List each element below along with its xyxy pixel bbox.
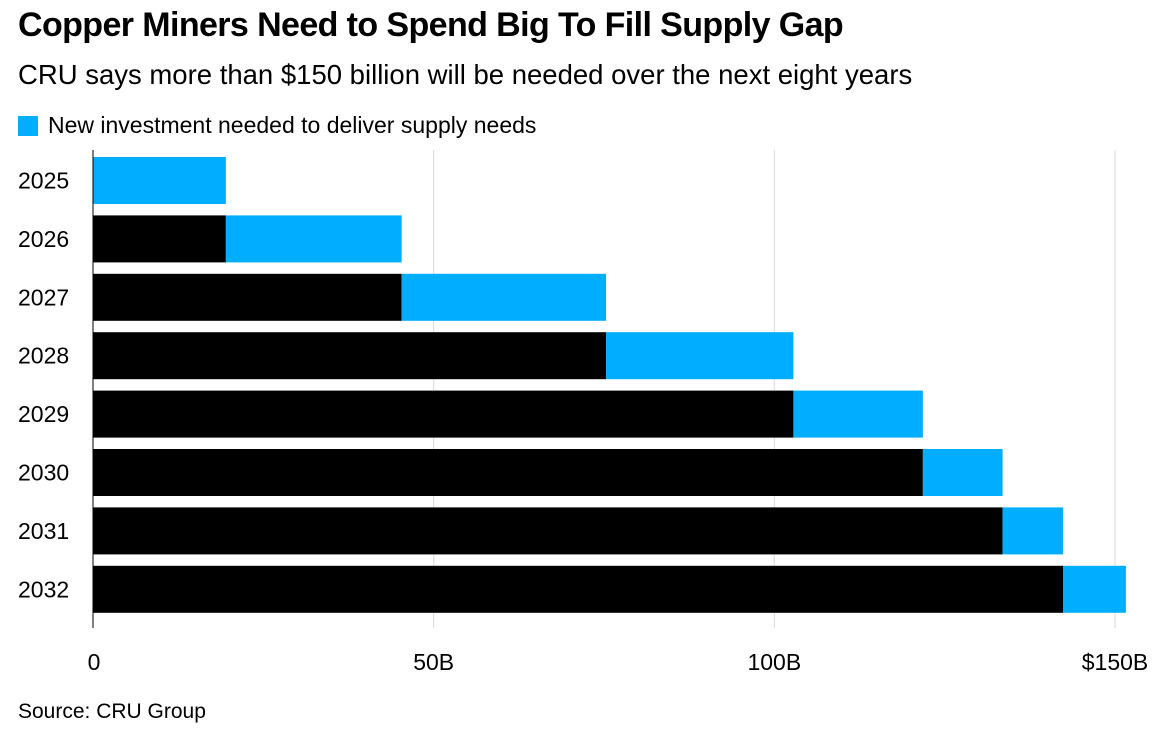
bar-2026-cumulative: [93, 215, 226, 263]
bar-2026-new-investment: [225, 215, 402, 263]
y-tick-label-2028: 2028: [18, 343, 69, 369]
source-note: Source: CRU Group: [18, 700, 206, 723]
y-tick-label-2030: 2030: [18, 460, 69, 486]
x-tick-label-0: 0: [88, 649, 101, 675]
y-tick-label-2029: 2029: [18, 401, 69, 427]
bar-2031-cumulative: [93, 507, 1003, 555]
bar-2028-cumulative: [93, 332, 607, 380]
bar-2032-cumulative: [93, 565, 1064, 613]
bar-2031-new-investment: [1002, 507, 1064, 555]
legend-swatch-new-investment: [18, 115, 38, 136]
legend: New investment needed to deliver supply …: [18, 112, 536, 139]
bar-2030-cumulative: [93, 449, 923, 496]
chart-subtitle: CRU says more than $150 billion will be …: [18, 59, 913, 90]
chart-title: Copper Miners Need to Spend Big To Fill …: [18, 6, 844, 44]
bar-2030-new-investment: [922, 449, 1003, 496]
bar-2025-new-investment: [93, 157, 226, 204]
y-tick-label-2027: 2027: [18, 284, 69, 310]
bar-2027-cumulative: [93, 273, 402, 321]
bar-2032-new-investment: [1063, 565, 1126, 613]
x-tick-label-$150B: $150B: [1082, 649, 1149, 675]
bar-2027-new-investment: [401, 273, 607, 321]
legend-label-new-investment: New investment needed to deliver supply …: [48, 112, 537, 138]
x-tick-label-50B: 50B: [413, 649, 454, 675]
y-tick-label-2026: 2026: [18, 226, 69, 252]
y-tick-label-2031: 2031: [18, 518, 69, 544]
bar-2028-new-investment: [606, 332, 794, 380]
bar-2029-cumulative: [93, 390, 794, 438]
x-tick-label-100B: 100B: [747, 649, 801, 675]
y-tick-label-2025: 2025: [18, 168, 69, 194]
y-tick-label-2032: 2032: [18, 576, 69, 602]
bar-2029-new-investment: [793, 390, 923, 438]
